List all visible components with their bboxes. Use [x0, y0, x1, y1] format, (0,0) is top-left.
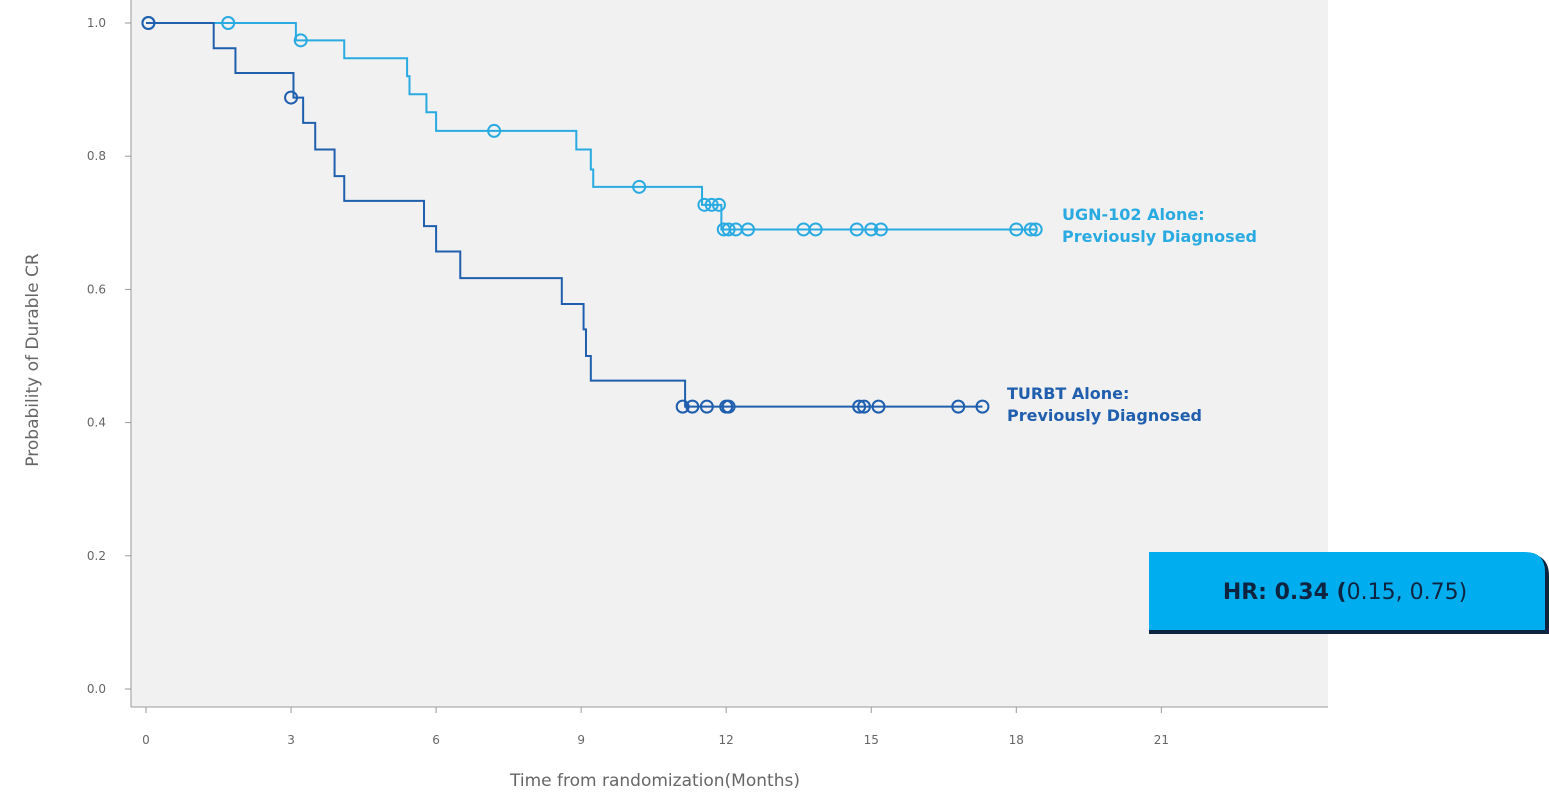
censor-marks: [141, 16, 1043, 414]
censor-marker: [740, 222, 755, 237]
y-tick-label: 0.0: [87, 682, 106, 696]
censor-marker: [632, 179, 647, 194]
y-tick-label: 0.6: [87, 282, 106, 296]
axes: [130, 0, 1328, 708]
x-tick-label: 3: [287, 733, 295, 747]
censor-marker: [704, 197, 719, 212]
censor-marker: [871, 399, 886, 414]
hazard-ratio-box: [1149, 552, 1549, 634]
x-tick-label: 0: [142, 733, 150, 747]
y-axis-title: Probability of Durable CR: [23, 253, 43, 467]
censor-marker: [873, 222, 888, 237]
censor-marker: [1023, 222, 1038, 237]
censor-marker: [721, 222, 736, 237]
censor-marker: [721, 399, 736, 414]
censor-marker: [951, 399, 966, 414]
plot-area: [131, 0, 1328, 707]
x-axis-title: Time from randomization(Months): [509, 771, 800, 791]
censor-marker: [711, 197, 726, 212]
series-label-line: Previously Diagnosed: [1007, 406, 1202, 425]
y-tick-label: 0.2: [87, 549, 106, 563]
censor-marker: [221, 16, 236, 30]
hazard-ratio-value: HR: 0.34 (: [1222, 579, 1347, 605]
censor-marker: [487, 123, 502, 138]
censor-marker: [852, 399, 867, 414]
series-label-line: Previously Diagnosed: [1062, 227, 1257, 246]
censor-marker: [697, 197, 712, 212]
series-labels: UGN-102 Alone: Previously Diagnosed TURBT …: [1007, 205, 1257, 425]
hazard-ratio-text: HR: 0.34 (0.15, 0.75): [1149, 552, 1541, 632]
y-ticks: 0.0 0.2 0.4 0.6 0.8 1.0: [87, 16, 131, 696]
series-label-line: UGN-102 Alone:: [1062, 205, 1205, 224]
censor-marker: [856, 399, 871, 414]
censor-marker: [675, 399, 690, 414]
censor-marker: [141, 16, 156, 30]
censor-marker: [1009, 222, 1024, 237]
km-curve-turbt: [146, 22, 983, 408]
y-tick-label: 0.8: [87, 149, 106, 163]
y-tick-label: 1.0: [87, 16, 106, 30]
censor-marker: [293, 33, 308, 48]
x-tick-label: 12: [719, 733, 734, 747]
censor-marker: [975, 399, 990, 414]
x-ticks: 0 3 6 9 12 15 18 21: [142, 707, 1169, 747]
censor-marker: [808, 222, 823, 237]
x-tick-label: 15: [864, 733, 879, 747]
curves: [146, 22, 1036, 408]
x-tick-label: 9: [577, 733, 585, 747]
censor-marker: [1028, 222, 1043, 237]
x-tick-label: 21: [1154, 733, 1169, 747]
km-curve-ugn-102: [146, 22, 1036, 231]
censor-marker: [864, 222, 879, 237]
censor-marker: [284, 90, 299, 105]
hazard-ratio-ci: 0.15, 0.75): [1346, 579, 1468, 605]
x-tick-label: 18: [1009, 733, 1024, 747]
censor-marker: [849, 222, 864, 237]
series-label-line: TURBT Alone:: [1007, 384, 1129, 403]
y-tick-label: 0.4: [87, 416, 106, 430]
censor-marker: [699, 399, 714, 414]
censor-marker: [685, 399, 700, 414]
x-tick-label: 6: [432, 733, 440, 747]
